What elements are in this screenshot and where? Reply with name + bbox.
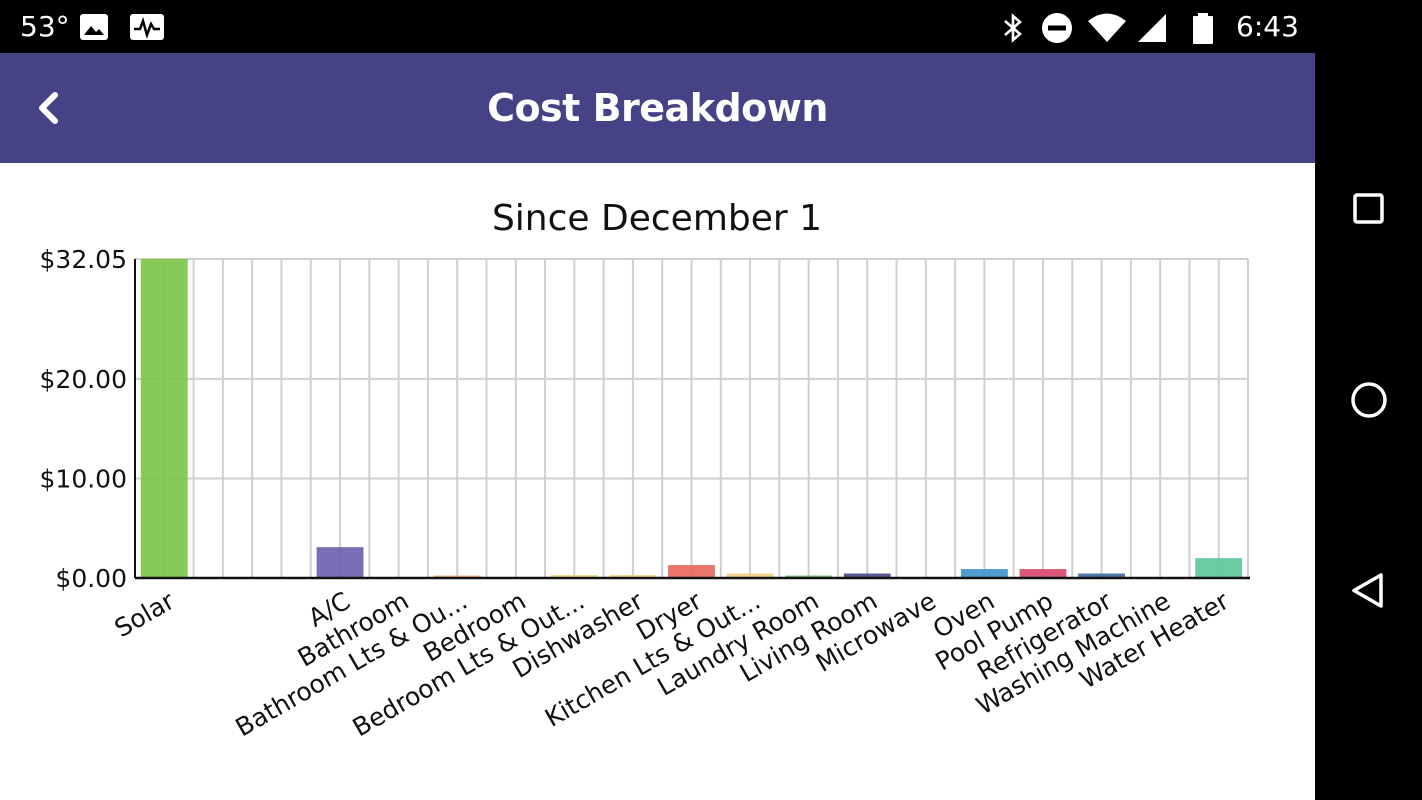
wifi-icon [1088,13,1126,42]
y-tick-label: $0.00 [55,564,127,593]
bluetooth-icon [1004,13,1022,43]
y-tick-label: $10.00 [40,464,127,493]
chevron-left-icon [39,92,58,124]
status-bar: 53° 6:43 [0,0,1315,53]
recents-square-icon [1353,193,1384,224]
bar-pool-pump [1019,569,1067,578]
do-not-disturb-icon [1042,13,1072,43]
bar-living-room [843,573,891,578]
back-triangle-icon [1352,573,1383,608]
bar-a-c [316,547,364,578]
page-title: Cost Breakdown [487,86,828,130]
image-icon [80,14,108,40]
home-circle-icon [1351,382,1387,418]
bar-oven [960,569,1008,578]
y-tick-label: $20.00 [40,365,127,394]
bar-kitchen-lts-out- [726,573,774,578]
home-button[interactable] [1341,372,1397,428]
chart-title: Since December 1 [492,198,822,239]
bar-dryer [668,565,715,578]
cell-signal-icon [1138,14,1166,42]
chart-area: Since December 1 $0.00 $10.00 $20.00 $32.05 S… [0,163,1315,800]
bar-solar [140,259,188,578]
back-nav-button[interactable] [1341,563,1397,619]
app-bar: Cost Breakdown [0,53,1315,163]
bar-refrigerator [1078,573,1125,578]
x-tick-label: Solar [110,586,180,643]
battery-icon [1193,13,1213,44]
bar-dishwasher [609,575,657,578]
back-button[interactable] [24,81,78,135]
system-nav-bar [1315,0,1422,800]
temperature-text: 53° [20,10,70,43]
clock-text: 6:43 [1236,10,1299,43]
bar-water-heater [1195,558,1243,578]
y-tick-label: $32.05 [40,245,127,274]
cost-bar-chart: Since December 1 $0.00 $10.00 $20.00 $32.05 S… [40,198,1250,742]
bar-bedroom-lts-out- [550,575,598,578]
pulse-icon [130,14,164,40]
recents-button[interactable] [1341,181,1397,237]
